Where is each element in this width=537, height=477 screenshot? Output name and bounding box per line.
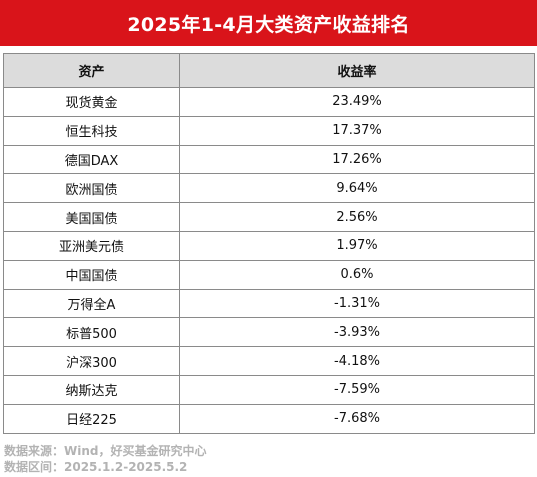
table-row: 德国DAX 17.26% [3,144,535,175]
table-row: 沪深300 -4.18% [3,346,535,376]
asset-name-cell: 现货黄金 [3,87,180,117]
asset-name-cell: 万得全A [3,288,180,319]
asset-name-cell: 沪深300 [3,346,180,376]
table-row: 现货黄金 23.49% [3,87,535,117]
data-source-note: 数据来源：Wind，好买基金研究中心 [4,444,207,458]
return-value-cell: 0.6% [179,259,535,290]
table-row: 日经225 -7.68% [3,403,535,434]
table-header-row: 资产 收益率 [3,53,535,88]
asset-name-cell: 德国DAX [3,144,180,175]
header-asset: 资产 [3,53,180,88]
return-value-cell: 23.49% [179,87,535,117]
asset-name-cell: 中国国债 [3,259,180,290]
return-value-cell: -3.93% [179,317,535,348]
return-value-cell: -7.68% [179,403,535,434]
table-row: 美国国债 2.56% [3,202,535,232]
data-period-note: 数据区间：2025.1.2-2025.5.2 [4,460,188,474]
return-value-cell: -1.31% [179,288,535,319]
return-value-cell: -4.18% [179,346,535,376]
table-row: 亚洲美元债 1.97% [3,230,535,261]
table-row: 纳斯达克 -7.59% [3,374,535,405]
table-row: 欧洲国债 9.64% [3,173,535,204]
return-value-cell: 17.26% [179,144,535,175]
table-row: 中国国债 0.6% [3,259,535,290]
return-value-cell: 2.56% [179,202,535,232]
asset-name-cell: 恒生科技 [3,115,180,146]
asset-name-cell: 标普500 [3,317,180,348]
chart-title: 2025年1-4月大类资产收益排名 [0,0,537,46]
header-return: 收益率 [179,53,535,88]
asset-name-cell: 亚洲美元债 [3,230,180,261]
table-row: 万得全A -1.31% [3,288,535,319]
asset-name-cell: 欧洲国债 [3,173,180,204]
asset-name-cell: 日经225 [3,403,180,434]
return-value-cell: 9.64% [179,173,535,204]
return-value-cell: 17.37% [179,115,535,146]
asset-name-cell: 纳斯达克 [3,374,180,405]
return-value-cell: -7.59% [179,374,535,405]
table-row: 标普500 -3.93% [3,317,535,348]
table-row: 恒生科技 17.37% [3,115,535,146]
return-value-cell: 1.97% [179,230,535,261]
asset-name-cell: 美国国债 [3,202,180,232]
return-ranking-table: 资产 收益率 现货黄金 23.49% 恒生科技 17.37% 德国DAX 17.26% 欧洲… [3,53,535,434]
